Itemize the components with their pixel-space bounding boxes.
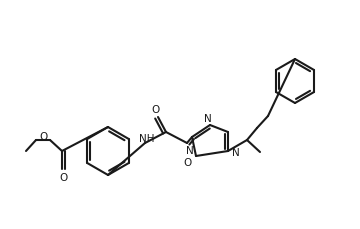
Text: N: N xyxy=(186,145,194,155)
Text: N: N xyxy=(232,147,240,157)
Text: O: O xyxy=(152,105,160,114)
Text: O: O xyxy=(59,172,67,182)
Text: NH: NH xyxy=(139,134,155,143)
Text: N: N xyxy=(204,114,212,123)
Text: O: O xyxy=(40,131,48,141)
Text: O: O xyxy=(184,157,192,167)
